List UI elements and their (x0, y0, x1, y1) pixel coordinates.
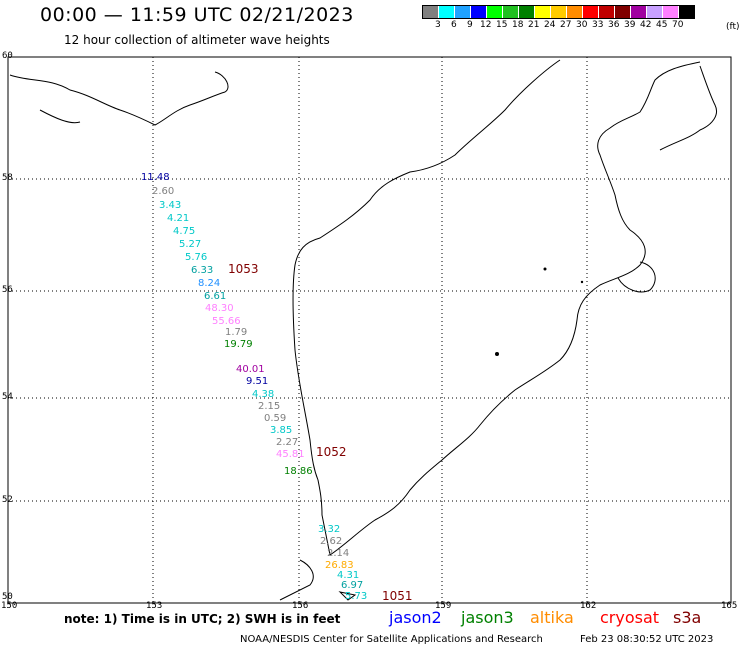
color-legend: 3 6 9 12 15 18 21 24 27 30 33 36 39 42 45 70 (ft) (422, 5, 740, 32)
wave-height-value: 3.85 (270, 425, 293, 436)
legend-tick: 12 (480, 20, 492, 30)
legend-swatch (423, 6, 439, 18)
wave-height-value: 8.24 (198, 278, 221, 289)
legend-swatch (535, 6, 551, 18)
wave-height-value: 2.60 (152, 186, 175, 197)
wave-height-value: 2.14 (327, 548, 350, 559)
lat-label-58: 58 (2, 173, 13, 183)
lon-label-153: 153 (146, 601, 163, 611)
legend-swatch (487, 6, 503, 18)
wave-height-value: 11.48 (141, 172, 170, 183)
page-subtitle: 12 hour collection of altimeter wave hei… (64, 33, 330, 47)
legend-tick: 3 (435, 20, 441, 30)
wave-height-value: 55.66 (212, 316, 241, 327)
credit-line: NOAA/NESDIS Center for Satellite Applica… (240, 634, 543, 645)
legend-unit: (ft) (726, 22, 740, 32)
wave-height-value: 6.33 (191, 265, 214, 276)
wave-height-value: 0.59 (264, 413, 287, 424)
wave-height-value: 6.97 (341, 580, 364, 591)
wave-height-value: 18.86 (284, 466, 313, 477)
wave-height-value: 4.31 (337, 570, 360, 581)
lat-label-50: 50 (2, 592, 13, 602)
sat-label-altika: altika (530, 608, 574, 627)
wave-height-value: 4.38 (252, 389, 275, 400)
wave-height-value: 2.15 (258, 401, 281, 412)
footnote: note: 1) Time is in UTC; 2) SWH is in fe… (64, 612, 341, 626)
legend-swatches (422, 5, 695, 19)
legend-swatch (663, 6, 679, 18)
legend-tick: 9 (467, 20, 473, 30)
legend-swatch (679, 6, 694, 18)
coastline (9, 59, 717, 601)
wave-height-value: 40.01 (236, 364, 265, 375)
map-frame (7, 56, 732, 604)
legend-swatch (519, 6, 535, 18)
wave-height-value: 3.32 (318, 524, 341, 535)
legend-swatch (567, 6, 583, 18)
wave-height-value: 9.51 (246, 376, 269, 387)
sat-label-cryosat: cryosat (600, 608, 660, 627)
lat-label-60: 60 (2, 51, 13, 61)
legend-tick: 21 (528, 20, 540, 30)
wave-height-value: 4.21 (167, 213, 190, 224)
pass-time-label: 1051 (382, 589, 413, 603)
lat-label-54: 54 (2, 392, 13, 402)
generated-timestamp: Feb 23 08:30:52 UTC 2023 (580, 634, 714, 645)
lat-label-52: 52 (2, 495, 13, 505)
lon-label-156: 156 (292, 601, 309, 611)
lon-label-162: 162 (580, 601, 597, 611)
lat-label-56: 56 (2, 285, 13, 295)
legend-swatch (455, 6, 471, 18)
islands (495, 267, 584, 356)
wave-height-value: 45.81 (276, 449, 305, 460)
sat-label-s3a: s3a (673, 608, 702, 627)
wave-height-value: 1.79 (225, 327, 248, 338)
legend-tick: 27 (560, 20, 572, 30)
legend-swatch (471, 6, 487, 18)
legend-swatch (439, 6, 455, 18)
legend-tick: 33 (592, 20, 604, 30)
legend-tick: 15 (496, 20, 508, 30)
sat-label-jason3: jason3 (461, 608, 514, 627)
legend-ticks: 3 6 9 12 15 18 21 24 27 30 33 36 39 42 45 70 (422, 19, 695, 31)
wave-height-value: 48.30 (205, 303, 234, 314)
legend-tick: 36 (608, 20, 620, 30)
wave-height-value: 2.62 (320, 536, 343, 547)
wave-height-value: 4.75 (173, 226, 196, 237)
wave-height-value: 19.79 (224, 339, 253, 350)
legend-tick: 39 (624, 20, 636, 30)
lon-label-150: 150 (1, 601, 18, 611)
pass-time-label: 1053 (228, 262, 259, 276)
legend-tick: 18 (512, 20, 524, 30)
lon-label-159: 159 (435, 601, 452, 611)
wave-height-value: 3.43 (159, 200, 182, 211)
legend-swatch (599, 6, 615, 18)
wave-height-value: 26.83 (325, 560, 354, 571)
legend-swatch (583, 6, 599, 18)
page-title: 00:00 — 11:59 UTC 02/21/2023 (40, 4, 354, 26)
wave-height-value: 2.27 (276, 437, 299, 448)
legend-tick: 30 (576, 20, 588, 30)
legend-tick: 24 (544, 20, 556, 30)
legend-swatch (631, 6, 647, 18)
graticule (8, 57, 731, 603)
legend-swatch (503, 6, 519, 18)
wave-height-value: 5.76 (185, 252, 208, 263)
legend-swatch (615, 6, 631, 18)
wave-height-value: 5.73 (345, 591, 368, 602)
wave-height-value: 6.61 (204, 291, 227, 302)
legend-tick: 6 (451, 20, 457, 30)
legend-tick: 70 (672, 20, 684, 30)
wave-height-value: 5.27 (179, 239, 202, 250)
legend-tick: 45 (656, 20, 668, 30)
legend-tick: 42 (640, 20, 652, 30)
legend-swatch (551, 6, 567, 18)
legend-swatch (647, 6, 663, 18)
pass-time-label: 1052 (316, 445, 347, 459)
sat-label-jason2: jason2 (389, 608, 442, 627)
lon-label-165: 165 (721, 601, 738, 611)
